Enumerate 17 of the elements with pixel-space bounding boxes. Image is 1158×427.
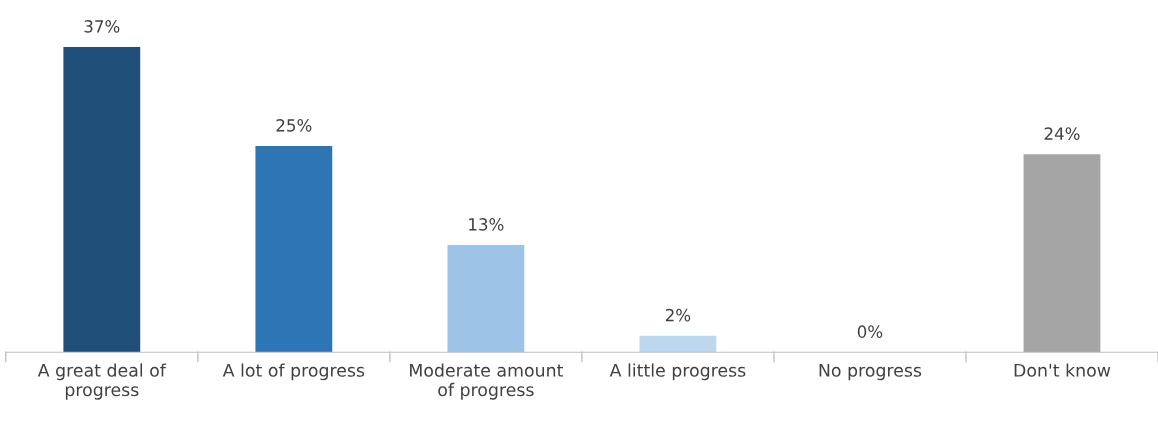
data-label: 0% <box>857 325 883 338</box>
data-label: 25% <box>276 119 312 132</box>
data-label: 13% <box>469 218 504 231</box>
data-label: 24% <box>1044 127 1080 140</box>
bar <box>1023 154 1101 353</box>
bar <box>255 145 333 353</box>
x-tick-label: No progress <box>819 363 922 381</box>
bar <box>63 46 141 353</box>
x-tick-label: A great deal of progress <box>37 363 167 400</box>
x-tick-label: A little progress <box>609 363 746 381</box>
x-tick-label: Moderate amount of progress <box>410 363 563 400</box>
x-tick-label: A lot of progress <box>222 363 365 381</box>
data-label: 37% <box>84 20 120 33</box>
bar <box>447 245 525 353</box>
data-label: 2% <box>665 308 691 322</box>
bar <box>639 335 717 353</box>
x-tick-label: Don't know <box>1014 363 1111 377</box>
